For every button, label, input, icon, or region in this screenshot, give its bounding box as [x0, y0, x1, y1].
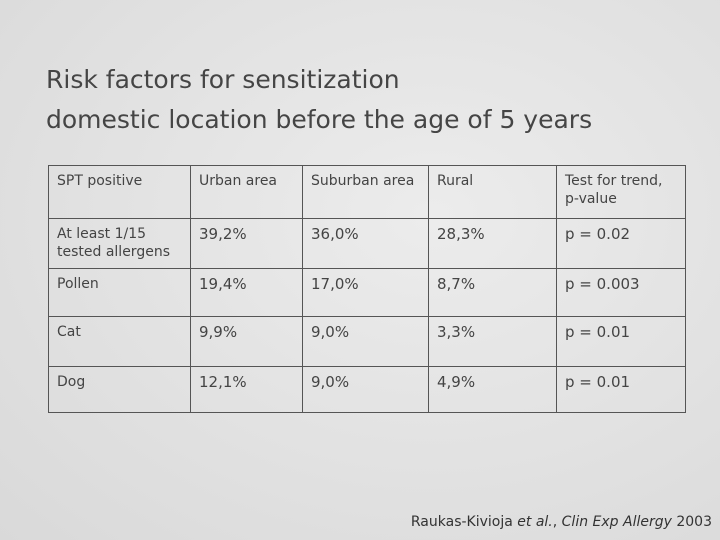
title-line: Risk factors for sensitization [46, 65, 400, 94]
table-cell: Cat [48, 316, 191, 367]
table-cell: Pollen [48, 268, 191, 317]
table-cell: Dog [48, 366, 191, 413]
table-cell: 39,2% [190, 218, 303, 269]
table-cell: 28,3% [428, 218, 557, 269]
table-cell: 4,9% [428, 366, 557, 413]
table-cell: 9,0% [302, 366, 429, 413]
citation-text: Raukas-Kivioja [410, 514, 518, 530]
header-cell: SPT positive [48, 165, 191, 219]
header-cell: Test for trend, p-value [556, 165, 686, 219]
citation: Raukas-Kivioja et al., Clin Exp Allergy … [411, 514, 712, 530]
table-row: Cat 9,9% 9,0% 3,3% p = 0.01 [48, 316, 686, 367]
table: SPT positive Urban area Suburban area Rural… [48, 165, 686, 413]
table-cell: 8,7% [428, 268, 557, 317]
header-cell: Suburban area [302, 165, 429, 219]
table-row: Pollen 19,4% 17,0% 8,7% p = 0.003 [48, 268, 686, 317]
header-cell: Rural [428, 165, 557, 219]
table-cell: p = 0.003 [556, 268, 686, 317]
table-cell: 9,0% [302, 316, 429, 367]
table-cell: 12,1% [190, 366, 303, 413]
citation-text: , [552, 514, 562, 530]
citation-text: Clin Exp Allergy [561, 514, 672, 530]
table-row: Dog 12,1% 9,0% 4,9% p = 0.01 [48, 366, 686, 413]
table-cell: 9,9% [190, 316, 303, 367]
table-row: SPT positive Urban area Suburban area Rural… [48, 165, 686, 219]
table-cell: 3,3% [428, 316, 557, 367]
title: Risk factors for sensitization domestic … [46, 60, 592, 140]
title-line: domestic location before the age of 5 ye… [46, 105, 593, 134]
citation-text: 2003 [671, 514, 712, 530]
table-cell: p = 0.01 [556, 316, 686, 367]
table-cell: At least 1/15 tested allergens [48, 218, 191, 269]
table-row: At least 1/15 tested allergens 39,2% 36,0%… [48, 218, 686, 269]
table-cell: p = 0.01 [556, 366, 686, 413]
citation-text: et al. [517, 514, 553, 530]
table-cell: 36,0% [302, 218, 429, 269]
table-cell: p = 0.02 [556, 218, 686, 269]
table-cell: 17,0% [302, 268, 429, 317]
table-cell: 19,4% [190, 268, 303, 317]
header-cell: Urban area [190, 165, 303, 219]
